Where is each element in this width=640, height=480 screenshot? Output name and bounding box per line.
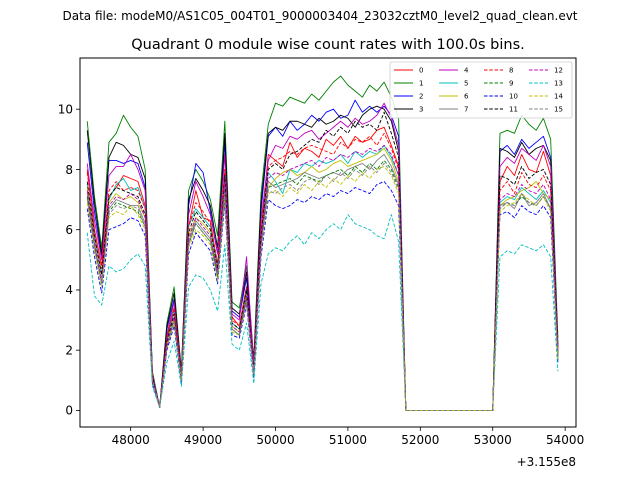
plot-area	[79, 57, 577, 428]
x-tick-label: 50000	[256, 433, 294, 447]
series-lines	[86, 75, 559, 411]
legend-label: 10	[509, 93, 518, 101]
legend-label: 15	[554, 106, 563, 114]
x-tick-label: 54000	[546, 433, 584, 447]
y-tick-label: 2	[65, 343, 73, 357]
y-tick-label: 6	[65, 223, 73, 237]
legend-label: 14	[554, 93, 563, 101]
x-tick-label: 49000	[184, 433, 222, 447]
plot-frame	[79, 57, 577, 428]
legend-label: 9	[509, 80, 513, 88]
series-line-10	[86, 181, 559, 411]
legend-label: 1	[419, 80, 423, 88]
x-tick-label: 48000	[112, 433, 150, 447]
legend-label: 12	[554, 67, 563, 75]
legend-label: 4	[464, 67, 469, 75]
legend-label: 0	[419, 67, 423, 75]
y-tick-label: 10	[58, 103, 73, 117]
legend-label: 6	[464, 93, 469, 101]
legend-label: 7	[464, 106, 468, 114]
legend-label: 5	[464, 80, 468, 88]
figure-suptitle: Data file: modeM0/AS1C05_004T01_90000034…	[62, 9, 577, 23]
chart-title: Quadrant 0 module wise count rates with …	[131, 37, 525, 53]
legend-label: 8	[509, 67, 513, 75]
legend-label: 3	[419, 106, 423, 114]
legend-box	[389, 61, 573, 119]
y-tick-label: 4	[65, 283, 73, 297]
x-offset-label: +3.155e8	[517, 455, 576, 469]
legend-label: 2	[419, 93, 423, 101]
legend-label: 11	[509, 106, 518, 114]
x-tick-label: 53000	[474, 433, 512, 447]
x-tick-label: 51000	[329, 433, 367, 447]
y-tick-label: 0	[65, 404, 73, 418]
series-line-15	[86, 162, 559, 411]
x-tick-label: 52000	[401, 433, 439, 447]
y-tick-label: 8	[65, 163, 73, 177]
series-line-11	[86, 111, 559, 411]
legend-label: 13	[554, 80, 563, 88]
x-axis: 48000 49000 50000 51000 52000 53000 54000	[112, 427, 584, 447]
y-axis: 0 2 4 6 8 10	[58, 103, 80, 418]
